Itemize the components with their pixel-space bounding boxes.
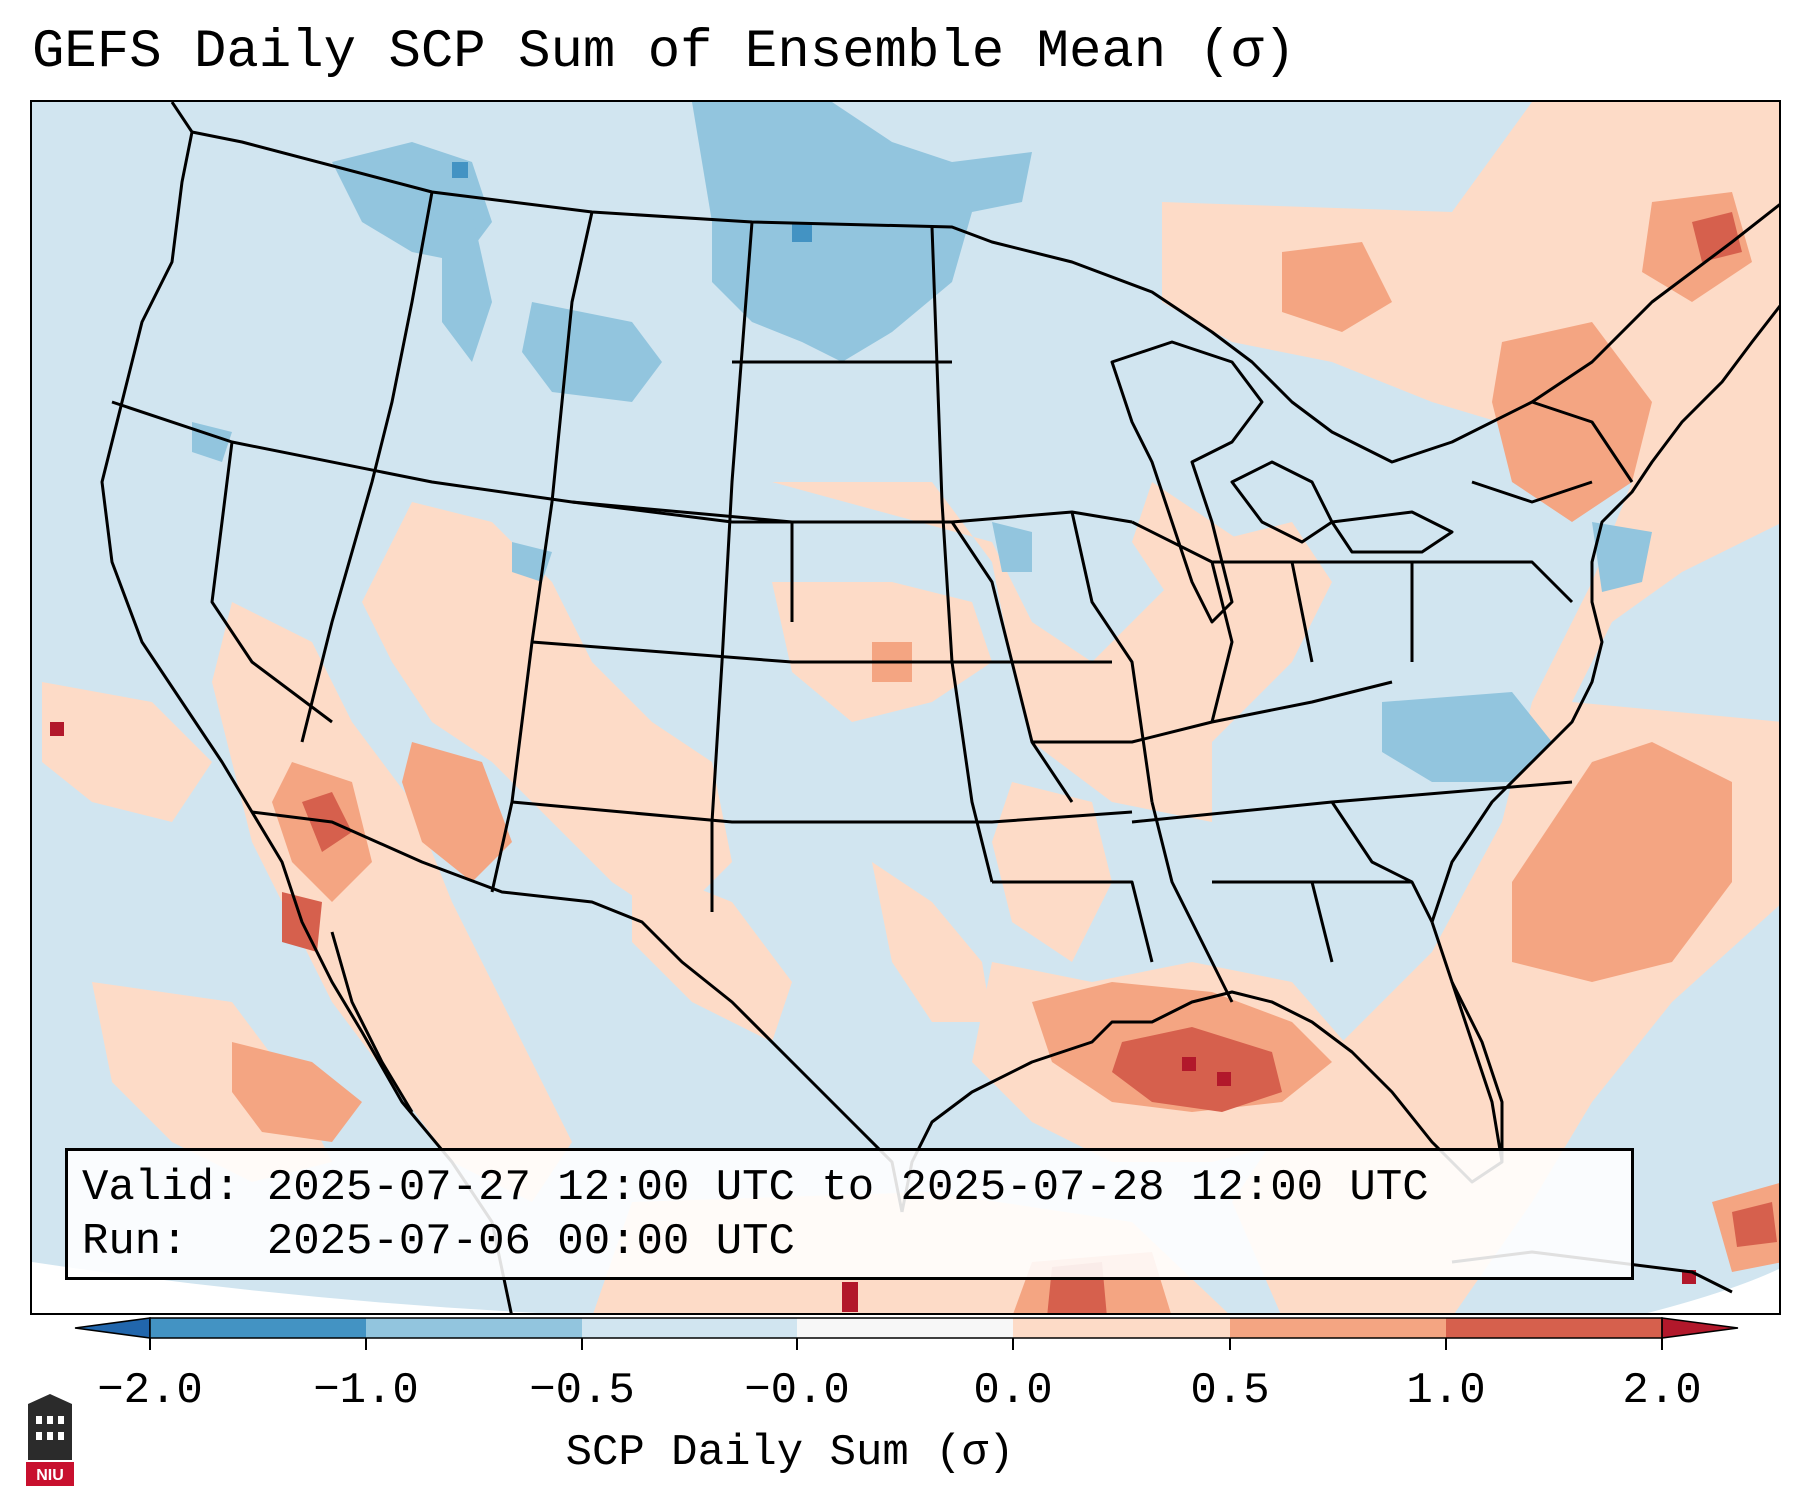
colorbar-tick-label: −1.0 xyxy=(313,1366,419,1416)
anomaly-negative-strong xyxy=(452,162,812,242)
valid-value: 2025-07-27 12:00 UTC to 2025-07-28 12:00… xyxy=(266,1163,1429,1213)
projection-edge-right xyxy=(1647,1268,1779,1313)
anomaly-extreme xyxy=(50,722,1696,1312)
projection-edge xyxy=(32,1262,538,1313)
colorbar-bin xyxy=(366,1318,582,1338)
colorbar-outline xyxy=(149,1317,1663,1339)
info-box: Valid: 2025-07-27 12:00 UTC to 2025-07-2… xyxy=(65,1148,1634,1280)
map-canvas[interactable] xyxy=(32,102,1781,1315)
colorbar-tick-label: −0.5 xyxy=(529,1366,635,1416)
colorbar-title: SCP Daily Sum (σ) xyxy=(565,1428,1015,1478)
colorbar-tick-label: 2.0 xyxy=(1622,1366,1702,1416)
colorbar-bin xyxy=(1013,1318,1230,1338)
niu-logo: NIU xyxy=(26,1394,74,1486)
map-panel[interactable] xyxy=(30,100,1781,1315)
run-label: Run: xyxy=(82,1217,188,1267)
colorbar-bin xyxy=(797,1318,1013,1338)
logo-text: NIU xyxy=(36,1467,64,1484)
colorbar-bin xyxy=(150,1318,366,1338)
colorbar-tick-label: 0.5 xyxy=(1190,1366,1270,1416)
colorbar-over-extend xyxy=(1661,1317,1739,1339)
colorbar-tick-label: −0.0 xyxy=(744,1366,850,1416)
colorbar-bin xyxy=(1230,1318,1446,1338)
colorbar-tick-label: 0.0 xyxy=(973,1366,1053,1416)
colorbar-bin xyxy=(1446,1318,1662,1338)
colorbar-tick-label: −2.0 xyxy=(97,1366,203,1416)
colorbar-bin xyxy=(582,1318,797,1338)
chart-title: GEFS Daily SCP Sum of Ensemble Mean (σ) xyxy=(32,22,1296,83)
colorbar-bins xyxy=(74,1317,1739,1339)
political-borders xyxy=(100,102,1779,1313)
colorbar-tick-label: 1.0 xyxy=(1406,1366,1486,1416)
run-value: 2025-07-06 00:00 UTC xyxy=(266,1217,795,1267)
colorbar-under-extend xyxy=(74,1317,151,1339)
anomaly-negative xyxy=(192,102,1652,782)
colorbar-ticks xyxy=(149,1338,1663,1350)
valid-label: Valid: xyxy=(82,1163,241,1213)
